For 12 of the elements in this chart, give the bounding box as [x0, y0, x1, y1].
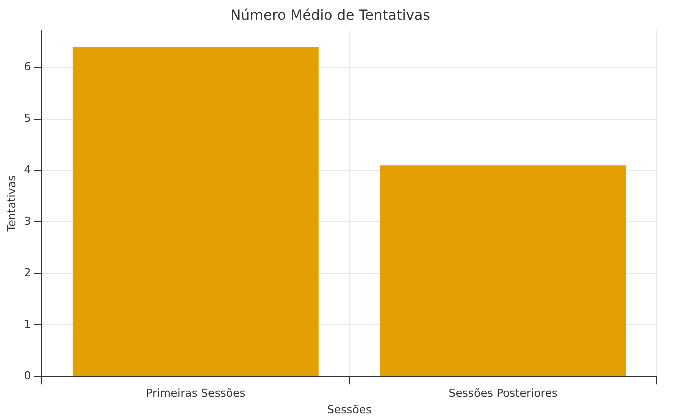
y-tick-label: 6 — [24, 60, 32, 74]
y-tick-label: 4 — [24, 164, 32, 177]
y-tick-label: 1 — [24, 318, 32, 331]
y-tick-label: 3 — [24, 215, 32, 228]
y-tick-label: 5 — [24, 112, 32, 126]
y-tick-label: 2 — [24, 266, 32, 280]
x-tick-label: Sessões Posteriores — [448, 387, 558, 400]
y-axis-title: Tentativas — [5, 175, 18, 233]
x-tick-label: Primeiras Sessões — [146, 387, 246, 400]
y-tick-label: 0 — [24, 369, 32, 382]
x-axis-title: Sessões — [327, 403, 372, 416]
chart-title: Número Médio de Tentativas — [230, 8, 430, 24]
